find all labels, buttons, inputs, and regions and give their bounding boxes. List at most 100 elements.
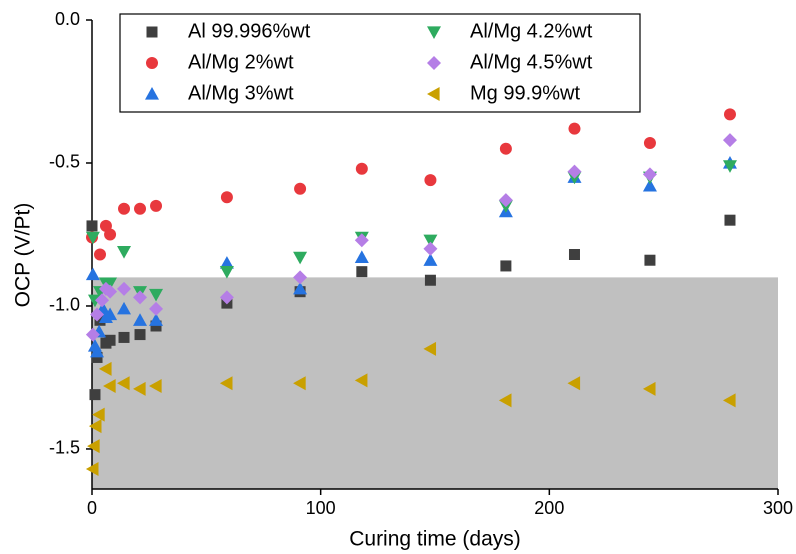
point (498, 193, 513, 208)
legend-label: Al/Mg 2%wt (188, 51, 294, 73)
x-tick-label: 300 (763, 498, 793, 518)
y-axis-label: OCP (V/Pt) (12, 203, 35, 308)
point (85, 461, 99, 476)
point (642, 178, 657, 192)
x-tick-label: 0 (87, 498, 97, 518)
point (500, 260, 512, 272)
legend-label: Al 99.996%wt (188, 20, 311, 42)
point (293, 376, 306, 391)
point (85, 327, 100, 342)
point (86, 220, 98, 232)
point (567, 376, 581, 391)
legend-box (119, 13, 641, 113)
y-tick-label: 0.0 (55, 9, 80, 29)
point (134, 329, 146, 341)
point (356, 266, 368, 278)
point (723, 108, 736, 121)
legend-label: Al/Mg 4.2%wt (470, 20, 593, 42)
point (117, 246, 132, 259)
legend-marker (146, 26, 158, 38)
y-tick-label: -1.0 (49, 295, 80, 315)
legend-marker (427, 26, 441, 39)
point (133, 290, 148, 305)
point (424, 274, 436, 286)
point (423, 241, 438, 256)
point (220, 191, 233, 204)
point (568, 122, 581, 135)
point (118, 331, 130, 343)
point (85, 231, 100, 245)
legend-marker (427, 87, 440, 101)
y-tick-label: -0.5 (49, 152, 80, 172)
point (294, 182, 307, 195)
point (722, 393, 736, 408)
point (722, 160, 737, 173)
point (91, 351, 103, 363)
point (92, 407, 105, 422)
point (94, 314, 106, 326)
point (134, 202, 147, 215)
point (90, 344, 105, 358)
point (423, 341, 437, 356)
point (643, 136, 656, 149)
point (103, 284, 118, 299)
point (644, 254, 656, 266)
point (293, 270, 308, 285)
point (104, 334, 116, 346)
legend-label: Al/Mg 4.5%wt (470, 51, 593, 73)
legend-label: Al/Mg 3%wt (188, 82, 294, 104)
point (90, 307, 105, 322)
legend-label: Mg 99.9%wt (470, 82, 580, 104)
point (499, 142, 512, 155)
point (149, 288, 164, 302)
point (354, 250, 369, 263)
point (722, 133, 737, 148)
point (498, 393, 512, 408)
point (149, 301, 164, 316)
point (293, 251, 308, 265)
point (87, 439, 100, 454)
point (219, 376, 233, 391)
point (219, 290, 234, 305)
point (85, 267, 100, 281)
point (150, 320, 162, 332)
point (567, 164, 582, 179)
point (724, 214, 736, 226)
point (568, 249, 580, 260)
point (89, 389, 101, 401)
point (117, 301, 132, 315)
point (98, 361, 112, 376)
point (149, 379, 162, 394)
point (95, 293, 110, 308)
x-tick-label: 200 (534, 498, 564, 518)
point (354, 373, 368, 388)
x-tick-label: 100 (306, 498, 336, 518)
y-tick-label: -1.5 (49, 438, 80, 458)
point (293, 281, 308, 295)
point (103, 307, 118, 321)
point (423, 234, 438, 248)
point (104, 228, 117, 241)
shaded-region (92, 277, 778, 489)
point (423, 253, 438, 266)
point (103, 379, 116, 394)
point (219, 266, 234, 279)
legend-marker (146, 57, 158, 69)
point (117, 376, 130, 391)
point (88, 419, 102, 434)
point (642, 167, 657, 182)
point (133, 381, 146, 396)
point (149, 313, 164, 326)
legend-marker (145, 87, 159, 100)
x-axis-label: Curing time (days) (349, 528, 521, 551)
point (355, 162, 368, 175)
point (354, 233, 369, 248)
point (103, 277, 118, 291)
point (133, 313, 148, 326)
point (94, 248, 107, 261)
point (219, 256, 234, 269)
point (424, 174, 437, 187)
legend-marker (427, 56, 441, 70)
point (642, 381, 656, 396)
